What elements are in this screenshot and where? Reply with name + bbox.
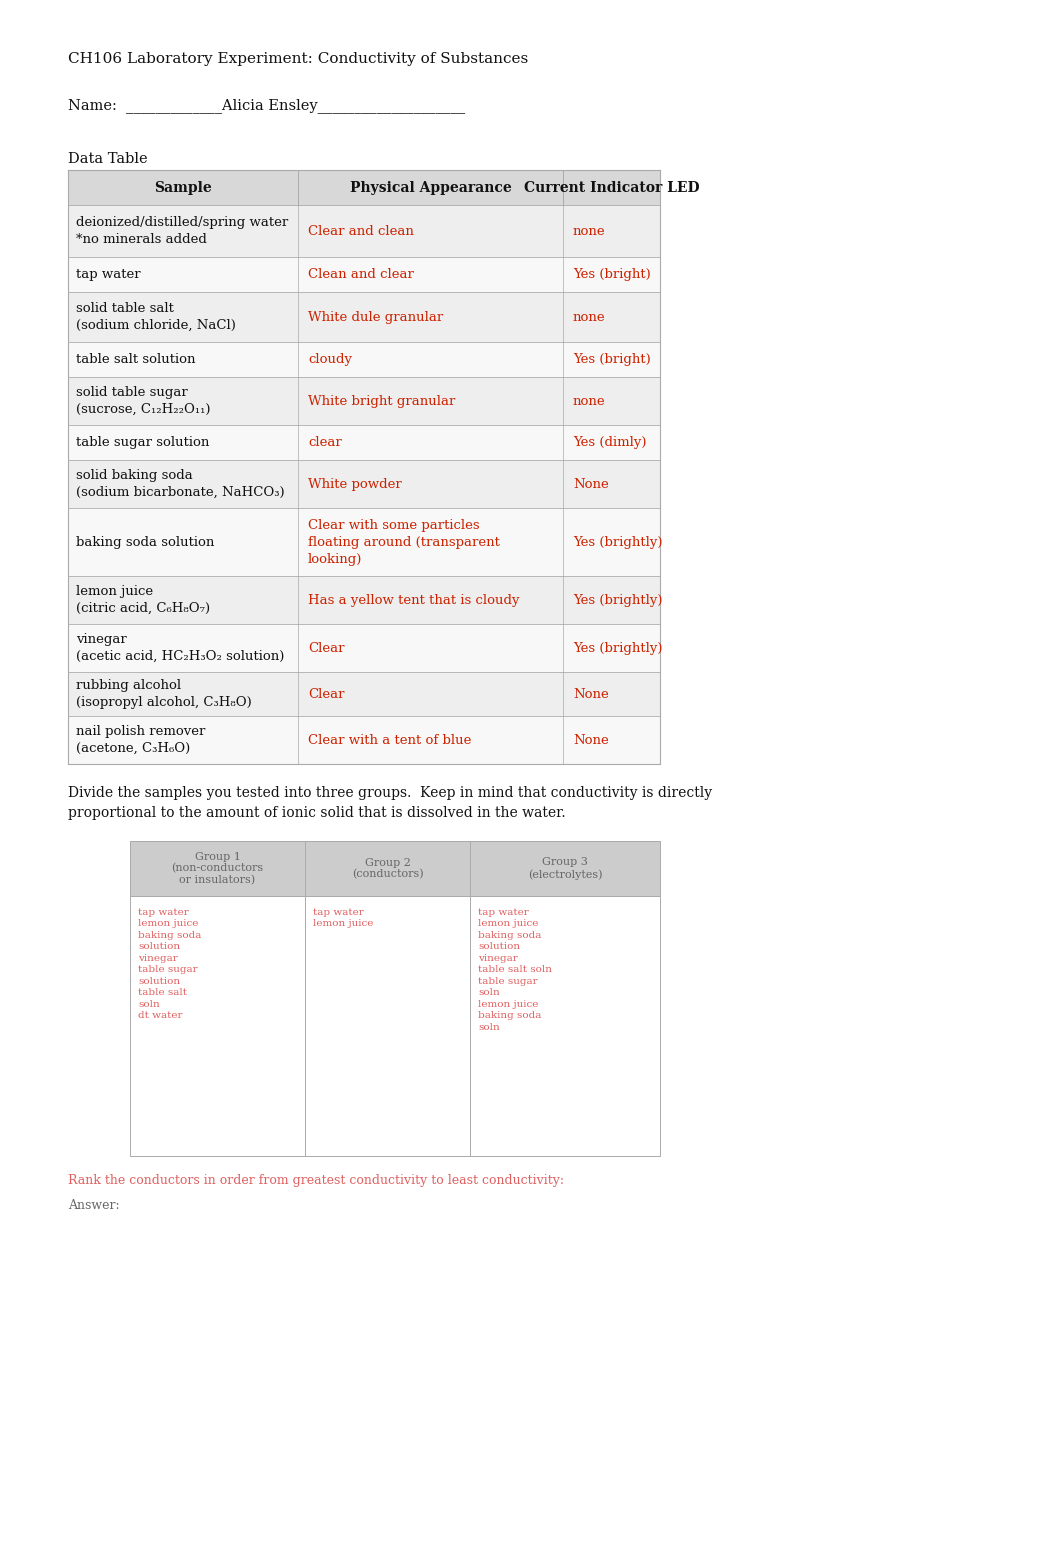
- Bar: [68, 624, 660, 671]
- Text: Answer:: Answer:: [68, 1199, 120, 1211]
- Text: Clean and clear: Clean and clear: [308, 268, 414, 281]
- Text: Group 3
(electrolytes): Group 3 (electrolytes): [528, 857, 602, 880]
- Text: Group 2
(conductors): Group 2 (conductors): [352, 857, 424, 879]
- Text: Yes (brightly): Yes (brightly): [573, 535, 663, 548]
- Text: lemon juice
(citric acid, C₆H₈O₇): lemon juice (citric acid, C₆H₈O₇): [76, 585, 210, 615]
- Bar: [68, 204, 660, 258]
- Text: Rank the conductors in order from greatest conductivity to least conductivity:: Rank the conductors in order from greate…: [68, 1174, 564, 1186]
- Bar: [130, 896, 660, 1157]
- Text: Yes (bright): Yes (bright): [573, 353, 651, 365]
- Text: deionized/distilled/spring water
*no minerals added: deionized/distilled/spring water *no min…: [76, 215, 288, 247]
- Bar: [68, 460, 660, 507]
- Text: Clear with some particles
floating around (transparent
looking): Clear with some particles floating aroun…: [308, 518, 500, 565]
- Text: Yes (bright): Yes (bright): [573, 268, 651, 281]
- Text: Divide the samples you tested into three groups.  Keep in mind that conductivity: Divide the samples you tested into three…: [68, 787, 713, 799]
- Text: tap water
lemon juice
baking soda
solution
vinegar
table salt soln
table sugar
s: tap water lemon juice baking soda soluti…: [478, 909, 552, 1032]
- Bar: [130, 841, 660, 896]
- Bar: [68, 292, 660, 342]
- Text: Physical Appearance: Physical Appearance: [349, 181, 512, 195]
- Text: White bright granular: White bright granular: [308, 395, 456, 407]
- Text: clear: clear: [308, 436, 342, 450]
- Bar: [68, 170, 660, 204]
- Bar: [68, 378, 660, 425]
- Text: solid baking soda
(sodium bicarbonate, NaHCO₃): solid baking soda (sodium bicarbonate, N…: [76, 468, 285, 500]
- Text: none: none: [573, 311, 605, 323]
- Text: vinegar
(acetic acid, HC₂H₃O₂ solution): vinegar (acetic acid, HC₂H₃O₂ solution): [76, 634, 285, 663]
- Bar: [68, 342, 660, 378]
- Text: CH106 Laboratory Experiment: Conductivity of Substances: CH106 Laboratory Experiment: Conductivit…: [68, 52, 528, 66]
- Text: Group 1
(non-conductors
or insulators): Group 1 (non-conductors or insulators): [171, 851, 263, 885]
- Text: solid table salt
(sodium chloride, NaCl): solid table salt (sodium chloride, NaCl): [76, 301, 236, 332]
- Text: Clear and clean: Clear and clean: [308, 225, 414, 237]
- Bar: [68, 576, 660, 624]
- Text: Yes (brightly): Yes (brightly): [573, 593, 663, 607]
- Text: none: none: [573, 395, 605, 407]
- Text: Has a yellow tent that is cloudy: Has a yellow tent that is cloudy: [308, 593, 519, 607]
- Text: proportional to the amount of ionic solid that is dissolved in the water.: proportional to the amount of ionic soli…: [68, 805, 566, 820]
- Text: rubbing alcohol
(isopropyl alcohol, C₃H₈O): rubbing alcohol (isopropyl alcohol, C₃H₈…: [76, 679, 252, 709]
- Text: None: None: [573, 734, 609, 746]
- Text: table sugar solution: table sugar solution: [76, 436, 209, 450]
- Text: Current Indicator LED: Current Indicator LED: [524, 181, 699, 195]
- Bar: [68, 507, 660, 576]
- Text: Clear: Clear: [308, 687, 344, 701]
- Text: White powder: White powder: [308, 478, 401, 490]
- Text: Sample: Sample: [154, 181, 212, 195]
- Text: Name:  _____________Alicia Ensley____________________: Name: _____________Alicia Ensley________…: [68, 98, 465, 112]
- Text: None: None: [573, 478, 609, 490]
- Text: none: none: [573, 225, 605, 237]
- Text: Yes (brightly): Yes (brightly): [573, 642, 663, 654]
- Bar: [68, 671, 660, 716]
- Text: Yes (dimly): Yes (dimly): [573, 436, 647, 450]
- Text: table salt solution: table salt solution: [76, 353, 195, 365]
- Text: baking soda solution: baking soda solution: [76, 535, 215, 548]
- Bar: [68, 258, 660, 292]
- Text: Clear with a tent of blue: Clear with a tent of blue: [308, 734, 472, 746]
- Text: Clear: Clear: [308, 642, 344, 654]
- Text: cloudy: cloudy: [308, 353, 352, 365]
- Bar: [68, 716, 660, 763]
- Text: tap water: tap water: [76, 268, 140, 281]
- Text: None: None: [573, 687, 609, 701]
- Text: tap water
lemon juice: tap water lemon juice: [313, 909, 374, 929]
- Text: White dule granular: White dule granular: [308, 311, 443, 323]
- Text: solid table sugar
(sucrose, C₁₂H₂₂O₁₁): solid table sugar (sucrose, C₁₂H₂₂O₁₁): [76, 386, 210, 415]
- Bar: [68, 425, 660, 460]
- Text: tap water
lemon juice
baking soda
solution
vinegar
table sugar
solution
table sa: tap water lemon juice baking soda soluti…: [138, 909, 202, 1019]
- Text: Data Table: Data Table: [68, 151, 148, 165]
- Text: nail polish remover
(acetone, C₃H₆O): nail polish remover (acetone, C₃H₆O): [76, 724, 205, 756]
